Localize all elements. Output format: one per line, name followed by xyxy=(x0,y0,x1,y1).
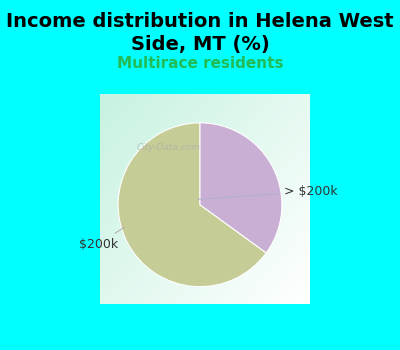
Wedge shape xyxy=(200,123,282,253)
Text: > $200k: > $200k xyxy=(198,185,338,199)
Wedge shape xyxy=(118,123,266,287)
Text: City-Data.com: City-Data.com xyxy=(136,142,200,152)
Text: Income distribution in Helena West
Side, MT (%): Income distribution in Helena West Side,… xyxy=(6,12,394,54)
Text: $200k: $200k xyxy=(79,227,124,251)
Text: Multirace residents: Multirace residents xyxy=(117,56,283,71)
